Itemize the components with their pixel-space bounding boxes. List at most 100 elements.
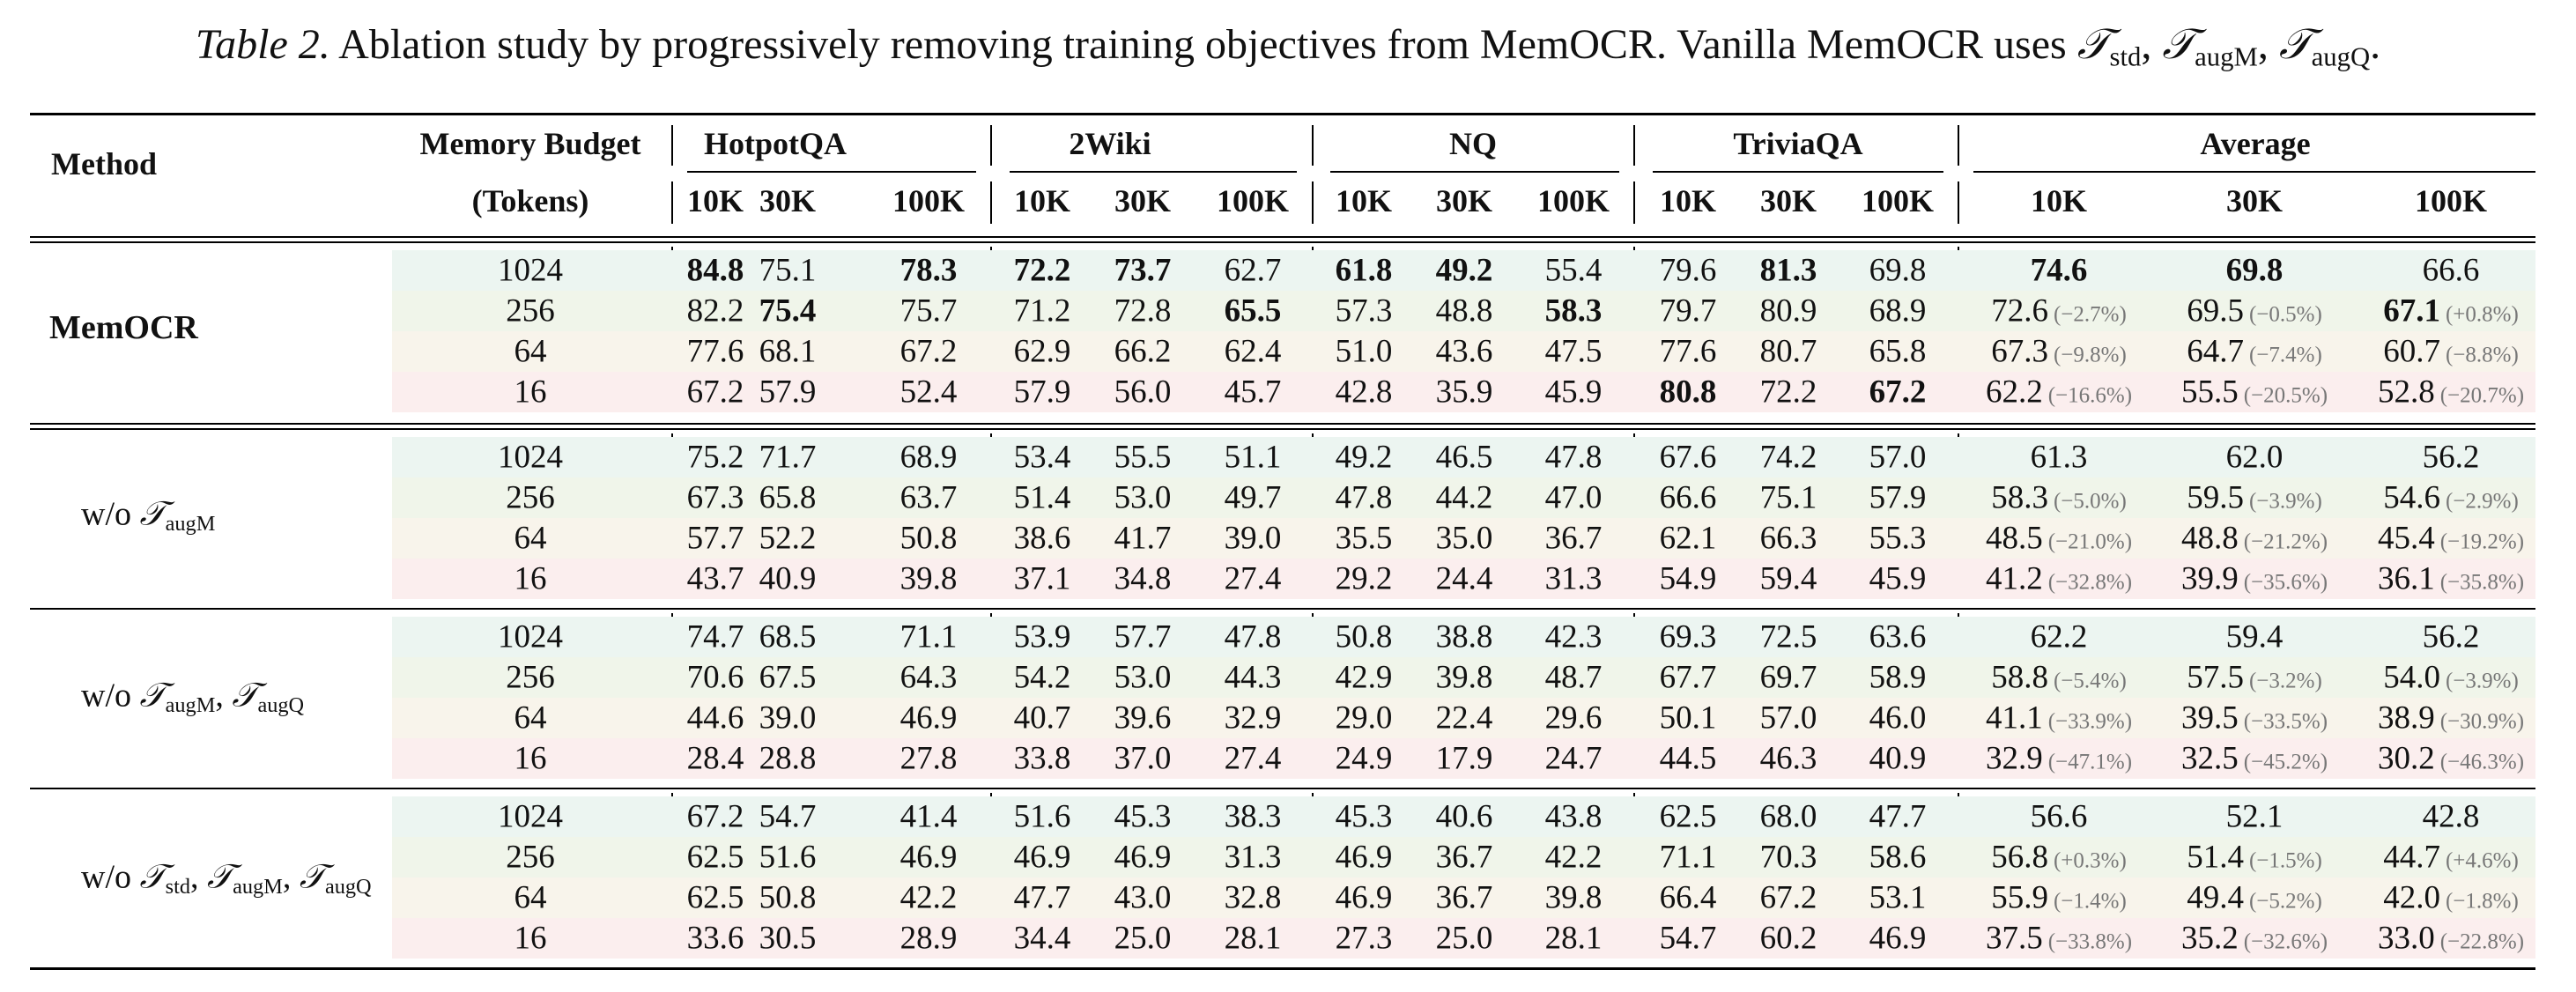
cell-b4-r2-c11: 70.3	[1759, 839, 1817, 876]
cell-b2-r1-c9: 47.8	[1544, 439, 1603, 476]
avg-delta: (−35.6%)	[2243, 570, 2328, 595]
cell-b4-r4-c9: 28.1	[1544, 920, 1603, 957]
avg-cell-b4-r3-c3: 42.0 (−1.8%)	[2383, 882, 2519, 914]
avg-cell-b1-r3-c1: 67.3 (−9.8%)	[1991, 336, 2127, 368]
avg-delta: (−20.7%)	[2439, 383, 2525, 408]
cell-b2-r2-c5: 53.0	[1114, 479, 1172, 516]
cell-b2-r4-c4: 37.1	[1013, 560, 1071, 597]
avg-delta: (−47.1%)	[2047, 750, 2133, 774]
header-sub-8: 30K	[1435, 183, 1493, 218]
method-subscript: augQ	[324, 875, 372, 899]
cell-b3-r3-c12: 46.0	[1869, 700, 1927, 737]
avg-cell-b2-r4-c3: 36.1 (−35.8%)	[2378, 563, 2524, 596]
row-band-b4-r4	[392, 918, 2535, 959]
cell-b3-r1-c9: 42.3	[1544, 618, 1603, 655]
avg-delta: (−2.7%)	[2053, 302, 2127, 327]
cell-b3-r3-c2: 39.0	[759, 700, 817, 737]
cell-b1-r1-c3: 78.3	[899, 252, 958, 289]
cell-b2-r3-c2: 52.2	[759, 520, 817, 557]
cell-b2-r4-c12: 45.9	[1869, 560, 1927, 597]
cell-b2-r1-c3: 68.9	[899, 439, 958, 476]
method-text: w/o	[81, 677, 140, 714]
cell-b4-r2-c1: 62.5	[686, 839, 744, 876]
cell-b2-r2-c1: 67.3	[686, 479, 744, 516]
cell-b2-r2-c8: 44.2	[1435, 479, 1493, 516]
cell-b3-r4-c1: 28.4	[686, 740, 744, 777]
cell-b3-r2-c4: 54.2	[1013, 659, 1071, 696]
avg-value: 41.1	[1985, 700, 2043, 737]
budget-b3-r4: 16	[514, 740, 547, 777]
avg-value: 57.5	[2187, 659, 2244, 696]
cell-b1-r2-c8: 48.8	[1435, 292, 1493, 329]
budget-b4-r2: 256	[506, 839, 555, 876]
budget-b2-r3: 64	[514, 520, 547, 557]
cell-b1-r2-c6: 65.5	[1224, 292, 1282, 329]
cell-b4-r2-c2: 51.6	[759, 839, 817, 876]
cell-b2-r3-c10: 62.1	[1659, 520, 1717, 557]
cell-b3-r2-c6: 44.3	[1224, 659, 1282, 696]
cell-b3-r2-c9: 48.7	[1544, 659, 1603, 696]
group-underline-4	[1653, 171, 1943, 173]
budget-b2-r4: 16	[514, 560, 547, 597]
header-sub-2: 30K	[759, 183, 817, 218]
cell-b3-r4-c10: 44.5	[1659, 740, 1717, 777]
caption-sub-3: augQ	[2311, 41, 2371, 72]
cell-b4-r4-c2: 30.5	[759, 920, 817, 957]
cell-b1-r4-c3: 52.4	[899, 374, 958, 411]
avg-cell-b1-r1-c3: 66.6	[2423, 255, 2480, 287]
budget-b2-r2: 256	[506, 479, 555, 516]
avg-delta: (−5.2%)	[2248, 889, 2322, 914]
cell-b3-r2-c11: 69.7	[1759, 659, 1817, 696]
block-rule-3	[30, 788, 2535, 789]
method-wo-augm: w/o 𝒯augM	[81, 497, 215, 535]
cell-b3-r4-c8: 17.9	[1435, 740, 1493, 777]
method-subscript: augM	[165, 693, 216, 718]
header-sub-11: 30K	[1759, 183, 1817, 218]
avg-cell-b3-r3-c2: 39.5 (−33.5%)	[2181, 702, 2328, 735]
cell-b3-r4-c4: 33.8	[1013, 740, 1071, 777]
avg-cell-b3-r1-c2: 59.4	[2226, 621, 2284, 654]
cell-b2-r2-c7: 47.8	[1335, 479, 1393, 516]
header-group-4: TriviaQA	[1733, 126, 1863, 161]
cell-b3-r2-c12: 58.9	[1869, 659, 1927, 696]
header-budget-line2: (Tokens)	[471, 183, 589, 218]
avg-cell-b2-r2-c3: 54.6 (−2.9%)	[2383, 482, 2519, 515]
avg-cell-b3-r3-c3: 38.9 (−30.9%)	[2378, 702, 2524, 735]
cell-b1-r4-c4: 57.9	[1013, 374, 1071, 411]
avg-cell-b2-r1-c2: 62.0	[2226, 441, 2284, 474]
avg-cell-b2-r1-c1: 61.3	[2031, 441, 2088, 474]
method-wo-augm-augq: w/o 𝒯augM, 𝒯augQ	[81, 678, 304, 716]
avg-delta: (−1.5%)	[2248, 848, 2322, 873]
header-sep-bottom-2	[990, 181, 992, 224]
avg-cell-b4-r2-c2: 51.4 (−1.5%)	[2187, 841, 2322, 874]
avg-cell-b4-r4-c3: 33.0 (−22.8%)	[2378, 922, 2524, 955]
cell-b3-r1-c3: 71.1	[899, 618, 958, 655]
avg-delta: (−5.4%)	[2053, 669, 2127, 693]
avg-value: 52.1	[2225, 798, 2284, 835]
budget-b1-r4: 16	[514, 374, 547, 411]
avg-cell-b3-r2-c1: 58.8 (−5.4%)	[1991, 662, 2127, 694]
header-group-2: 2Wiki	[1069, 126, 1151, 161]
avg-delta: (−7.4%)	[2248, 343, 2322, 367]
avg-cell-b4-r2-c3: 44.7 (+4.6%)	[2383, 841, 2519, 874]
avg-cell-b2-r3-c3: 45.4 (−19.2%)	[2378, 522, 2524, 555]
cell-b4-r1-c4: 51.6	[1013, 798, 1071, 835]
row-band-b1-r2	[392, 291, 2535, 331]
avg-cell-b3-r1-c3: 56.2	[2423, 621, 2480, 654]
cell-b4-r4-c10: 54.7	[1659, 920, 1717, 957]
cell-b2-r4-c10: 54.9	[1659, 560, 1717, 597]
cell-b3-r1-c1: 74.7	[686, 618, 744, 655]
cell-b3-r3-c10: 50.1	[1659, 700, 1717, 737]
cell-b4-r3-c6: 32.8	[1224, 879, 1282, 916]
avg-delta: (−33.9%)	[2047, 709, 2133, 734]
avg-cell-b4-r4-c1: 37.5 (−33.8%)	[1986, 922, 2132, 955]
avg-cell-b1-r3-c3: 60.7 (−8.8%)	[2383, 336, 2519, 368]
cell-b3-r2-c10: 67.7	[1659, 659, 1717, 696]
header-sep-bottom-3	[1312, 181, 1314, 224]
avg-cell-b4-r4-c2: 35.2 (−32.6%)	[2181, 922, 2328, 955]
row-band-b2-r2	[392, 477, 2535, 518]
avg-value: 49.4	[2187, 879, 2244, 916]
cell-b3-r1-c5: 57.7	[1114, 618, 1172, 655]
method-text: ,	[189, 858, 207, 896]
avg-delta: (−5.0%)	[2053, 489, 2127, 514]
